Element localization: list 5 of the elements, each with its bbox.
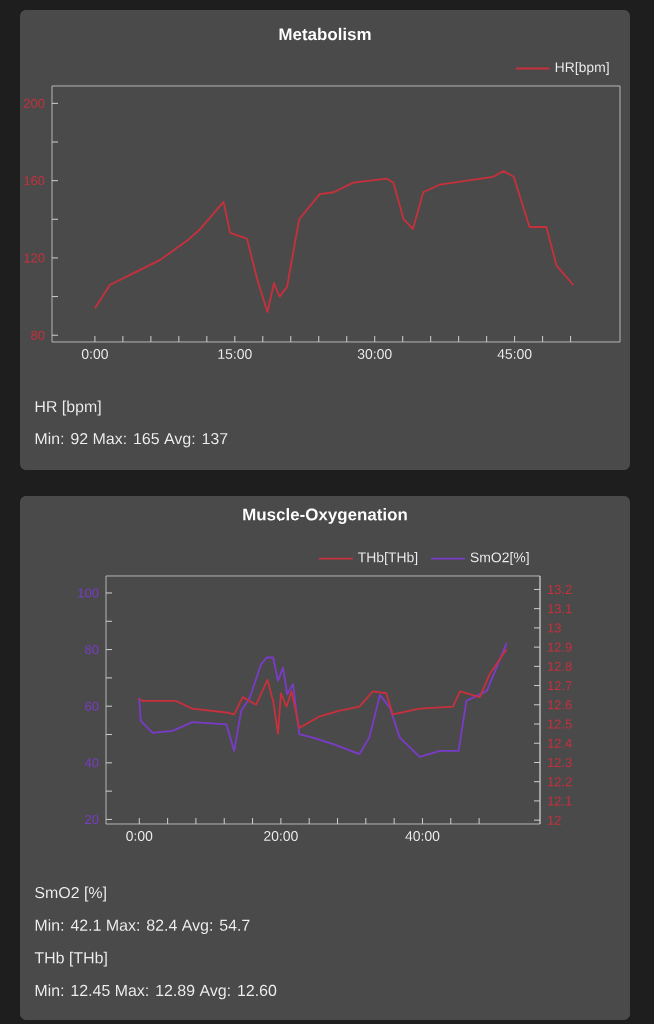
line-series: [138, 641, 508, 758]
chart-title: Muscle-Oxygenation: [243, 508, 407, 524]
line-series: [94, 170, 575, 313]
line-series: [138, 648, 508, 735]
chart-title: Metabolism: [279, 27, 371, 41]
